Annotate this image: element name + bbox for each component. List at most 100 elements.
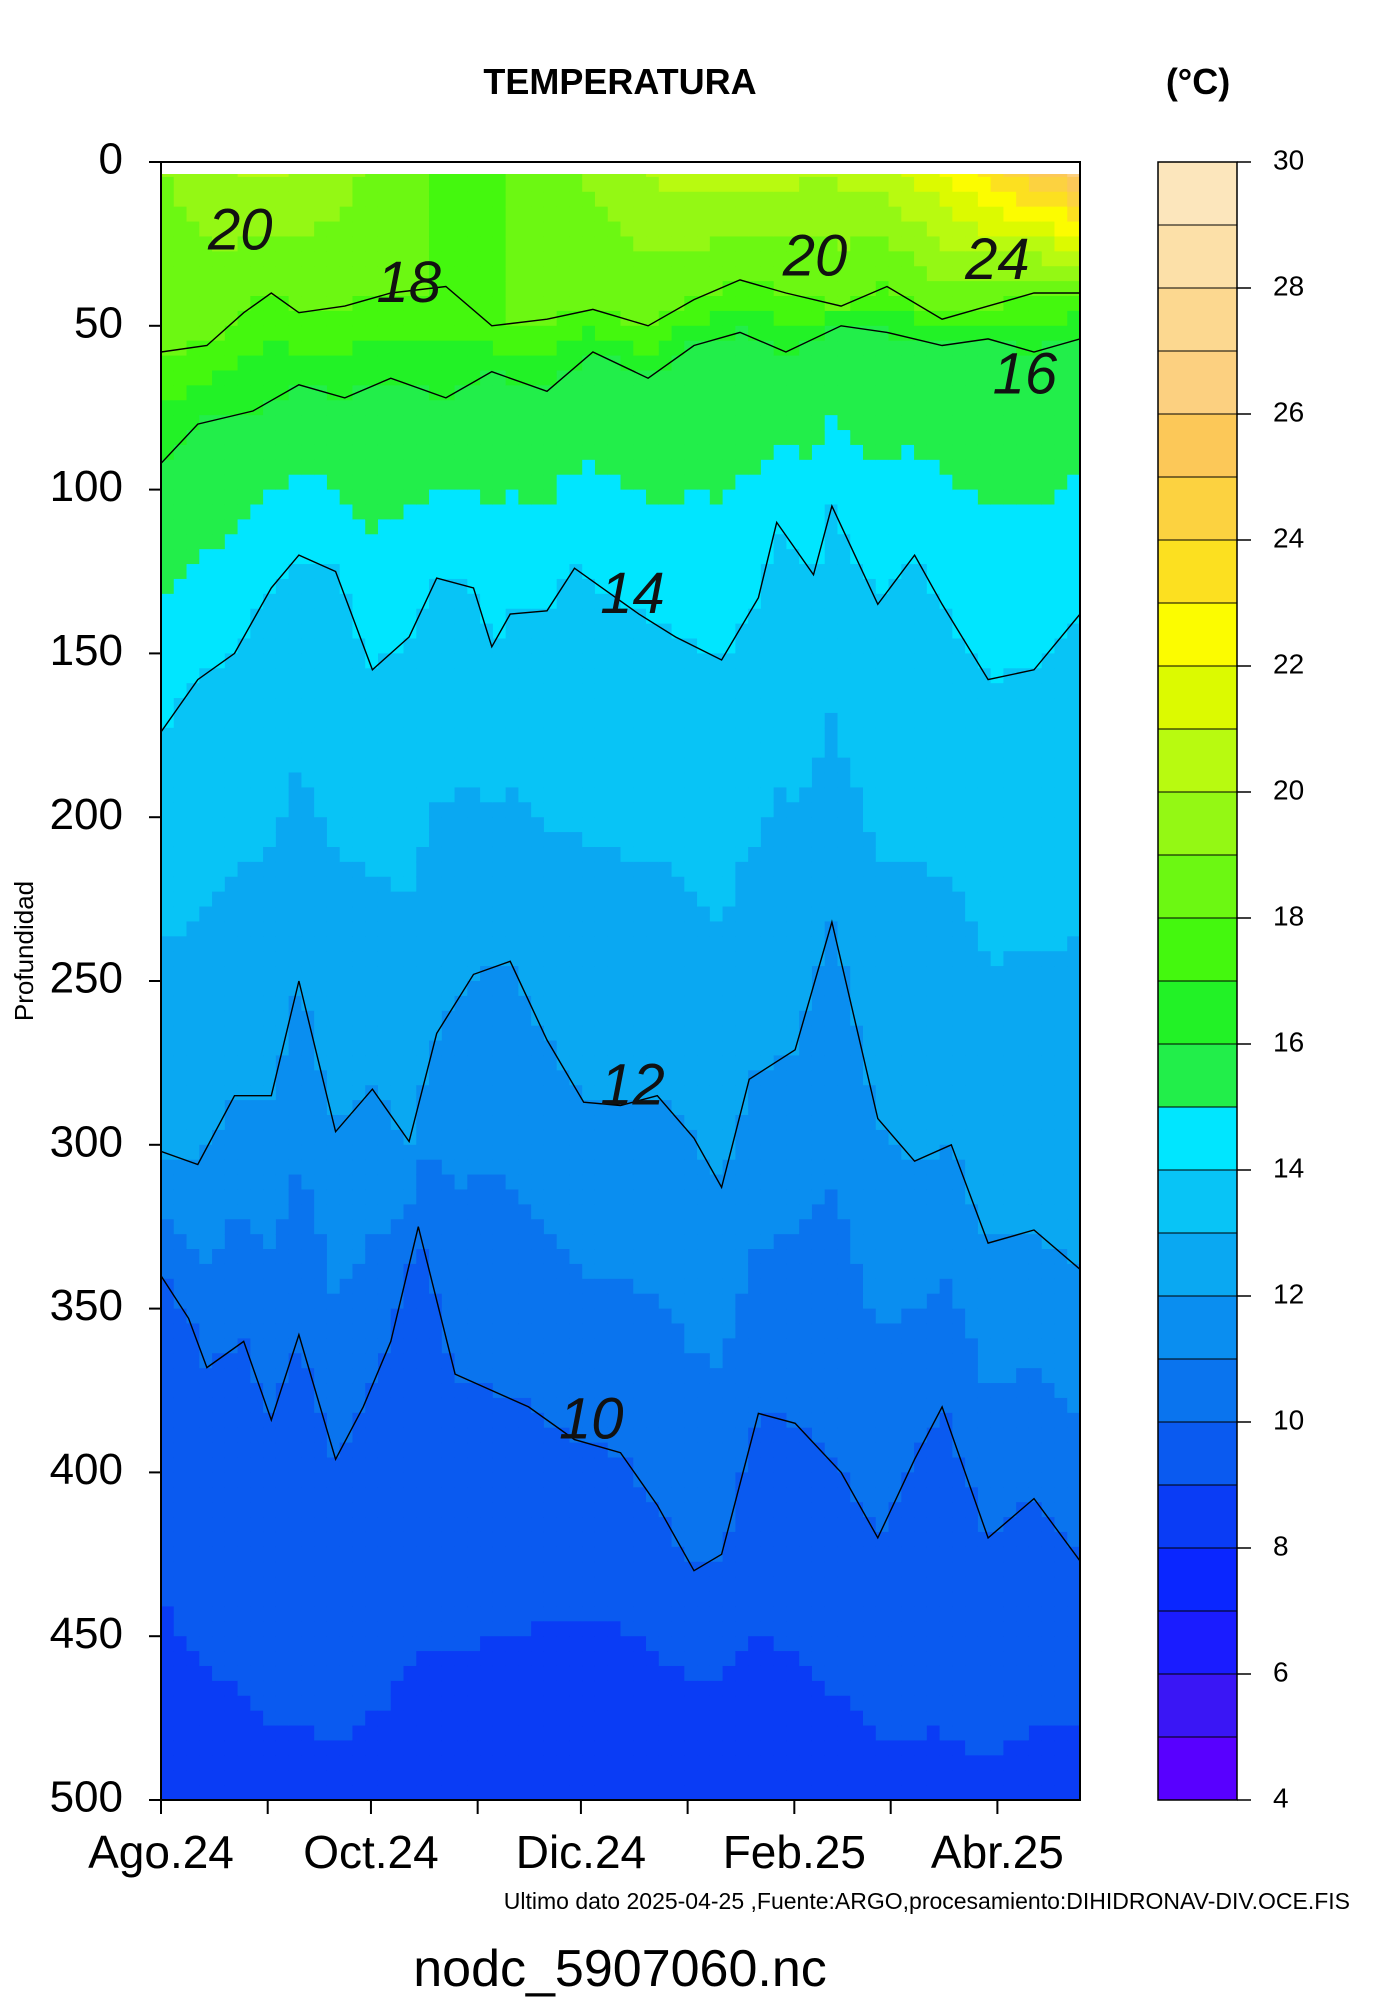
field-cell — [212, 668, 226, 684]
field-cell — [326, 1219, 341, 1235]
field-cell — [199, 1115, 213, 1131]
field-cell — [365, 1561, 379, 1578]
field-cell — [390, 608, 405, 625]
field-cell — [339, 1085, 354, 1101]
field-cell — [250, 712, 264, 729]
field-cell — [377, 966, 392, 982]
field-cell — [684, 1502, 698, 1518]
field-cell — [722, 1204, 736, 1220]
field-cell — [518, 1740, 532, 1756]
field-cell — [492, 608, 507, 625]
field-cell — [607, 1368, 622, 1384]
field-cell — [224, 1219, 239, 1235]
field-cell — [709, 1412, 724, 1429]
field-cell — [352, 698, 366, 714]
field-cell — [454, 1234, 468, 1250]
field-cell — [531, 1725, 545, 1742]
field-cell — [467, 727, 481, 744]
field-cell — [684, 176, 698, 193]
field-cell — [531, 638, 545, 654]
field-cell — [250, 1442, 264, 1459]
field-cell — [186, 1055, 200, 1071]
field-cell — [709, 1070, 724, 1086]
field-cell — [377, 861, 392, 878]
field-cell — [365, 578, 379, 595]
field-cell — [454, 1755, 468, 1771]
field-cell — [237, 1576, 251, 1593]
field-cell — [607, 638, 622, 654]
field-cell — [301, 1427, 315, 1444]
field-cell — [288, 1740, 302, 1756]
field-cell — [620, 1710, 634, 1727]
field-cell — [352, 1651, 366, 1667]
field-cell — [352, 1621, 366, 1637]
field-cell — [365, 668, 379, 684]
field-cell — [620, 668, 634, 684]
field-cell — [556, 742, 571, 759]
field-cell — [671, 281, 685, 297]
field-cell — [429, 1591, 443, 1608]
field-cell — [352, 578, 366, 595]
field-cell — [161, 981, 175, 997]
field-cell — [275, 1278, 290, 1295]
field-cell — [454, 1695, 468, 1712]
field-cell — [697, 1531, 711, 1548]
field-cell — [594, 1293, 609, 1310]
field-cell — [556, 787, 571, 803]
field-cell — [263, 668, 277, 684]
field-cell — [288, 1457, 302, 1473]
field-cell — [697, 1770, 711, 1786]
field-cell — [684, 1010, 698, 1027]
field-cell — [607, 1308, 622, 1325]
field-cell — [569, 787, 583, 803]
field-cell — [377, 310, 392, 327]
field-cell — [250, 906, 264, 923]
field-cell — [646, 1070, 660, 1086]
field-cell — [671, 1249, 685, 1265]
field-cell — [582, 1055, 596, 1071]
field-cell — [429, 966, 443, 982]
field-cell — [582, 966, 596, 982]
field-cell — [416, 534, 430, 550]
field-cell — [569, 1517, 583, 1533]
field-cell — [326, 981, 341, 997]
field-cell — [633, 653, 647, 669]
field-cell — [173, 1606, 188, 1622]
field-cell — [543, 742, 558, 759]
field-cell — [237, 1755, 251, 1771]
field-cell — [722, 1695, 736, 1712]
field-cell — [594, 966, 609, 982]
field-cell — [594, 1040, 609, 1057]
field-cell — [518, 296, 532, 312]
field-cell — [161, 1263, 175, 1280]
field-cell — [658, 1502, 673, 1518]
field-cell — [403, 266, 417, 282]
field-cell — [633, 876, 647, 893]
field-cell — [684, 1680, 698, 1697]
field-cell — [543, 355, 558, 372]
field-cell — [403, 1010, 417, 1027]
field-cell — [556, 415, 571, 431]
field-cell — [339, 534, 354, 550]
field-cell — [326, 832, 341, 848]
field-cell — [684, 459, 698, 476]
field-cell — [607, 1070, 622, 1086]
field-cell — [339, 1174, 354, 1191]
field-cell — [173, 430, 188, 446]
field-cell — [173, 906, 188, 923]
field-cell — [684, 712, 698, 729]
field-cell — [658, 1740, 673, 1756]
field-cell — [390, 1234, 405, 1250]
field-cell — [646, 400, 660, 416]
field-cell — [620, 266, 634, 282]
field-cell — [709, 1144, 724, 1161]
field-cell — [263, 832, 277, 848]
field-cell — [212, 1755, 226, 1771]
field-cell — [186, 1278, 200, 1295]
field-cell — [186, 876, 200, 893]
field-cell — [429, 1115, 443, 1131]
field-cell — [224, 1144, 239, 1161]
field-cell — [161, 281, 175, 297]
field-cell — [671, 638, 685, 654]
field-cell — [697, 1234, 711, 1250]
